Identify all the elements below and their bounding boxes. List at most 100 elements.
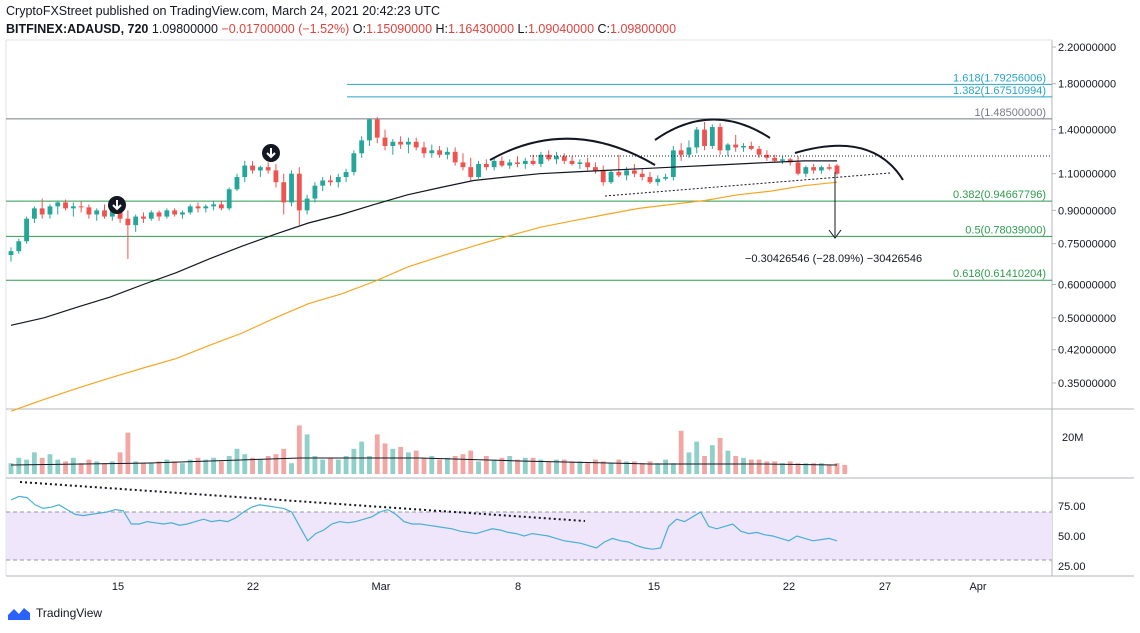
candle-body	[335, 177, 341, 183]
candle-body	[78, 206, 84, 208]
candle-body	[312, 185, 318, 199]
volume-bar	[772, 461, 778, 474]
volume-bar	[608, 463, 614, 474]
candle-body	[31, 208, 37, 219]
y-tick-label: 2.20000000	[1058, 42, 1116, 54]
volume-bar	[780, 463, 785, 474]
volume-bar	[491, 459, 497, 474]
volume-bar	[561, 459, 567, 474]
volume-bar	[367, 456, 372, 474]
volume-bar	[8, 463, 14, 474]
symbol-label[interactable]: BITFINEX:ADAUSD, 720	[6, 22, 149, 36]
volume-bar	[320, 459, 326, 474]
x-tick-label: 22	[783, 581, 795, 593]
candle-body	[398, 141, 404, 145]
volume-bar	[289, 463, 294, 474]
volume-bar	[826, 465, 832, 474]
volume-bar	[133, 461, 139, 474]
volume-bar	[382, 443, 388, 474]
y-tick-label: 0.42000000	[1058, 345, 1116, 357]
candle-body	[203, 206, 209, 209]
volume-bar	[226, 456, 232, 474]
volume-bar	[63, 461, 68, 474]
candle-body	[405, 141, 411, 145]
candle-body	[452, 151, 458, 163]
low-value: 1.09040000	[527, 22, 595, 36]
candle-body	[803, 167, 809, 174]
volume-bar	[647, 461, 653, 474]
candle-body	[234, 177, 240, 190]
volume-bar	[741, 457, 746, 474]
candle-body	[780, 159, 785, 161]
brand-label: TradingView	[36, 606, 103, 620]
publisher-text: CryptoFXStreet published on TradingView.…	[6, 4, 441, 18]
candle-body	[546, 154, 552, 160]
candle-body	[351, 153, 357, 173]
candle-body	[265, 167, 271, 171]
fib-level-label: 1.382(1.67510994)	[953, 85, 1046, 97]
candle-body	[717, 127, 723, 151]
volume-bar	[390, 448, 396, 474]
candle-body	[694, 129, 700, 148]
volume-bar	[109, 461, 115, 474]
candle-body	[600, 170, 606, 183]
volume-bar	[328, 457, 333, 474]
volume-bar	[218, 461, 224, 474]
candle-body	[86, 207, 92, 215]
candle-body	[515, 162, 520, 164]
x-tick-label: Mar	[372, 581, 391, 593]
volume-bar	[421, 457, 427, 474]
candle-body	[374, 119, 380, 138]
candle-body	[367, 119, 372, 141]
volume-bar	[180, 463, 185, 474]
volume-bar	[70, 457, 76, 474]
volume-bar	[476, 461, 481, 474]
candle-body	[172, 210, 178, 215]
volume-bar	[803, 463, 809, 474]
candle-body	[647, 177, 653, 183]
volume-bar	[624, 461, 630, 474]
candle-body	[125, 218, 131, 226]
left-shoulder-arc	[489, 137, 656, 166]
volume-bar	[842, 465, 848, 474]
candle-body	[102, 210, 107, 217]
down-arrow-glyph-icon	[266, 148, 276, 159]
volume-bar	[242, 454, 248, 474]
price-change: −0.01700000 (−1.52%)	[221, 22, 350, 36]
volume-bar	[694, 441, 700, 474]
candle-body	[164, 210, 170, 217]
volume-bar	[748, 459, 754, 474]
candle-body	[702, 129, 707, 146]
candle-body	[795, 162, 801, 174]
candle-body	[304, 198, 310, 211]
volume-bar	[483, 456, 489, 474]
candle-body	[359, 140, 365, 154]
measure-label: −0.30426546 (−28.09%) −30426546	[745, 253, 922, 265]
volume-bar	[234, 448, 240, 474]
candle-body	[437, 150, 443, 155]
volume-bar	[631, 461, 637, 474]
x-tick-label: 27	[879, 581, 891, 593]
candle-body	[499, 160, 505, 166]
fib-level-label: 0.618(0.61410204)	[953, 268, 1046, 280]
rsi-tick-label: 25.00	[1058, 561, 1086, 573]
candle-body	[320, 180, 326, 186]
candle-body	[24, 218, 30, 242]
rsi-tick-label: 50.00	[1058, 531, 1086, 543]
candle-body	[522, 160, 528, 164]
footer-branding[interactable]: TradingView	[8, 606, 102, 620]
candle-body	[382, 137, 388, 146]
neckline-dotted	[604, 172, 891, 197]
volume-bar	[499, 457, 505, 474]
volume-bar	[78, 463, 84, 474]
price-chart[interactable]: 2.20000000 1.80000000 1.40000000 1.10000000…	[0, 0, 1140, 600]
candle-body	[429, 150, 435, 154]
candle-body	[39, 208, 45, 215]
volume-bar	[398, 447, 404, 474]
volume-bar	[86, 459, 92, 474]
candle-body	[491, 160, 497, 168]
x-tick-label: 22	[247, 581, 259, 593]
candle-body	[413, 141, 419, 148]
volume-bar	[452, 456, 458, 474]
volume-bar	[600, 461, 606, 474]
